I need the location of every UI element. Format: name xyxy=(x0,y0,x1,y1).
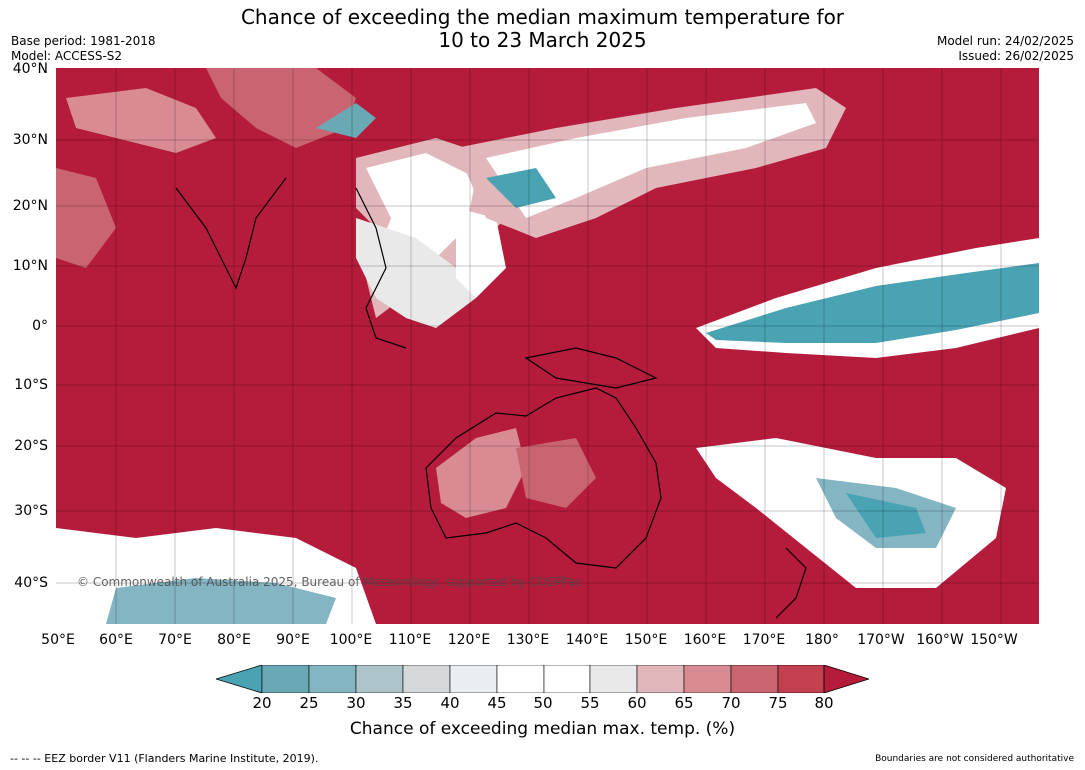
region-north-pacific-white xyxy=(486,103,816,218)
lon-label-120e: 120°E xyxy=(447,632,491,648)
colorbar-tick-65: 65 xyxy=(674,694,694,712)
region-philippines xyxy=(456,208,506,298)
boundaries-note: Boundaries are not considered authoritat… xyxy=(875,754,1074,764)
lat-label-40n: 40°N xyxy=(12,61,48,77)
colorbar-bin-30-35 xyxy=(355,665,404,693)
region-eq-pacific-blue xyxy=(706,263,1039,343)
coastline-new-zealand xyxy=(775,547,807,619)
region-se-asia xyxy=(356,218,476,328)
lon-label-70e: 70°E xyxy=(158,632,192,648)
colorbar-bin-70-75 xyxy=(730,665,779,693)
lat-label-30s: 30°S xyxy=(14,503,48,519)
eez-note: -- -- -- EEZ border V11 (Flanders Marine… xyxy=(10,752,319,765)
colorbar-bin-45-50 xyxy=(496,665,545,693)
lon-label-160w: 160°W xyxy=(916,632,964,648)
model-run: Model run: 24/02/2025 xyxy=(936,34,1074,48)
region-australia-central xyxy=(516,438,596,508)
lon-label-180: 180° xyxy=(805,632,839,648)
colorbar-label: Chance of exceeding median max. temp. (%… xyxy=(349,719,736,739)
map-title-line2: 10 to 23 March 2025 xyxy=(438,28,647,52)
colorbar-bin-65-70 xyxy=(683,665,732,693)
colorbar-bin-25-30 xyxy=(308,665,357,693)
lon-label-130e: 130°E xyxy=(506,632,550,648)
colorbar-bin-50-55 xyxy=(543,665,591,693)
colorbar-bin-60-65 xyxy=(636,665,685,693)
colorbar-tick-55: 55 xyxy=(580,694,600,712)
region-australia-west xyxy=(436,428,526,518)
colorbar-bin-40-45 xyxy=(449,665,498,693)
graticule xyxy=(56,68,1039,624)
coastline-india xyxy=(175,177,287,290)
region-arabia xyxy=(56,168,116,268)
lat-label-10n: 10°N xyxy=(12,258,48,274)
lon-label-150w: 150°W xyxy=(970,632,1018,648)
map-title-line1: Chance of exceeding the median maximum t… xyxy=(240,5,845,29)
lon-label-170e: 170°E xyxy=(742,632,786,648)
region-tibet-blue xyxy=(316,103,376,138)
lat-label-10s: 10°S xyxy=(14,377,48,393)
region-southern-indian-blue xyxy=(106,578,336,624)
lon-label-140e: 140°E xyxy=(565,632,609,648)
colorbar-bin-75-80 xyxy=(777,665,825,693)
lon-label-110e: 110°E xyxy=(388,632,432,648)
lon-label-160e: 160°E xyxy=(683,632,727,648)
region-northwest-land xyxy=(56,68,356,148)
lon-label-80e: 80°E xyxy=(217,632,251,648)
colorbar-tick-30: 30 xyxy=(346,694,366,712)
lat-label-0: 0° xyxy=(32,318,48,334)
colorbar-bin-20-25 xyxy=(261,665,310,693)
colorbar-tick-60: 60 xyxy=(627,694,647,712)
colorbar-bin-35-40 xyxy=(402,665,451,693)
lon-label-170w: 170°W xyxy=(857,632,905,648)
lon-label-100e: 100°E xyxy=(329,632,373,648)
coastline-new-guinea xyxy=(524,347,658,389)
lon-label-50e: 50°E xyxy=(41,632,75,648)
lon-label-60e: 60°E xyxy=(99,632,133,648)
region-himalaya xyxy=(66,88,216,153)
lat-label-30n: 30°N xyxy=(12,132,48,148)
lat-label-20s: 20°S xyxy=(14,438,48,454)
colorbar-tick-45: 45 xyxy=(487,694,507,712)
colorbar-tick-80: 80 xyxy=(814,694,834,712)
colorbar-low-arrow xyxy=(216,665,263,693)
model-name: Model: ACCESS-S2 xyxy=(11,49,123,63)
coastline-australia xyxy=(425,387,662,569)
lat-label-40s: 40°S xyxy=(14,575,48,591)
probability-map xyxy=(56,68,1039,624)
coastline-se-asia xyxy=(355,187,407,349)
base-period: Base period: 1981-2018 xyxy=(11,34,156,48)
colorbar-tick-40: 40 xyxy=(440,694,460,712)
colorbar-bin-55-60 xyxy=(589,665,638,693)
lon-label-90e: 90°E xyxy=(276,632,310,648)
colorbar-tick-25: 25 xyxy=(299,694,319,712)
colorbar-tick-50: 50 xyxy=(533,694,553,712)
colorbar-high-arrow xyxy=(823,665,869,693)
copyright-note: © Commonwealth of Australia 2025, Bureau… xyxy=(77,575,583,589)
colorbar xyxy=(216,665,869,693)
colorbar-tick-75: 75 xyxy=(768,694,788,712)
region-south-pacific-core xyxy=(846,493,926,538)
lon-label-150e: 150°E xyxy=(624,632,668,648)
lat-label-20n: 20°N xyxy=(12,198,48,214)
colorbar-tick-70: 70 xyxy=(721,694,741,712)
map-canvas xyxy=(56,68,1039,624)
issued-date: Issued: 26/02/2025 xyxy=(958,49,1074,63)
colorbar-tick-35: 35 xyxy=(393,694,413,712)
colorbar-tick-20: 20 xyxy=(252,694,272,712)
region-north-pacific-blue xyxy=(486,168,556,208)
